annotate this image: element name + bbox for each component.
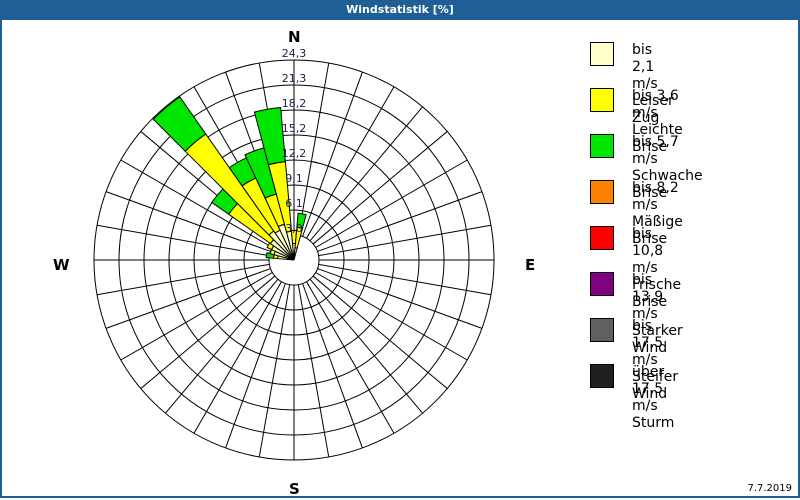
- legend-swatch: [590, 226, 614, 250]
- compass-east-label: E: [525, 256, 536, 274]
- legend-swatch: [590, 272, 614, 296]
- legend-swatch: [590, 134, 614, 158]
- window-title: Windstatistik [%]: [0, 0, 800, 20]
- legend-swatch: [590, 42, 614, 66]
- legend-name: Leichte Brise: [632, 122, 683, 155]
- radial-tick-label: 15,2: [282, 122, 307, 135]
- radial-tick-label: 3,0: [285, 222, 303, 235]
- legend-swatch: [590, 318, 614, 342]
- legend-speed: bis 17,5 m/s: [632, 318, 664, 368]
- legend-swatch: [590, 180, 614, 204]
- compass-west-label: W: [53, 256, 70, 274]
- date-label: 7.7.2019: [747, 483, 792, 494]
- radial-tick-label: 21,3: [282, 72, 307, 85]
- wind-bar-segment: [296, 212, 307, 229]
- radial-tick-label: 18,2: [282, 97, 307, 110]
- legend-name: Starker Wind: [632, 323, 683, 356]
- legend-name: Sturm: [632, 415, 675, 431]
- legend-speed: bis 10,8 m/s: [632, 226, 664, 276]
- radial-tick-label: 24,3: [282, 47, 307, 60]
- legend-name: Frische Brise: [632, 277, 682, 310]
- wind-bar-segment: [265, 252, 275, 259]
- legend-name: Leiser Zug: [632, 93, 674, 126]
- compass-north-label: N: [288, 28, 301, 46]
- legend-swatch: [590, 88, 614, 112]
- radial-tick-label: 9,1: [285, 172, 303, 185]
- legend-name: Steifer Wind: [632, 369, 679, 402]
- legend-name: Schwache Brise: [632, 168, 703, 201]
- compass-south-label: S: [289, 480, 300, 498]
- wind-bar-segment: [293, 247, 298, 261]
- legend-speed: über 17,5 m/s: [632, 364, 665, 414]
- legend-swatch: [590, 364, 614, 388]
- wind-bar-segment: [253, 106, 286, 166]
- legend-speed: bis 13,9 m/s: [632, 272, 664, 322]
- legend-speed: bis 5,7 m/s: [632, 134, 679, 167]
- radial-tick-label: 12,2: [282, 147, 307, 160]
- radial-tick-label: 6,1: [285, 197, 303, 210]
- legend-speed: bis 8,2 m/s: [632, 180, 679, 213]
- legend-speed: bis 2,1 m/s: [632, 42, 658, 92]
- legend-speed: bis 3,6 m/s: [632, 88, 679, 121]
- wind-bar-segment: [152, 96, 207, 152]
- legend-name: Mäßige Brise: [632, 214, 683, 247]
